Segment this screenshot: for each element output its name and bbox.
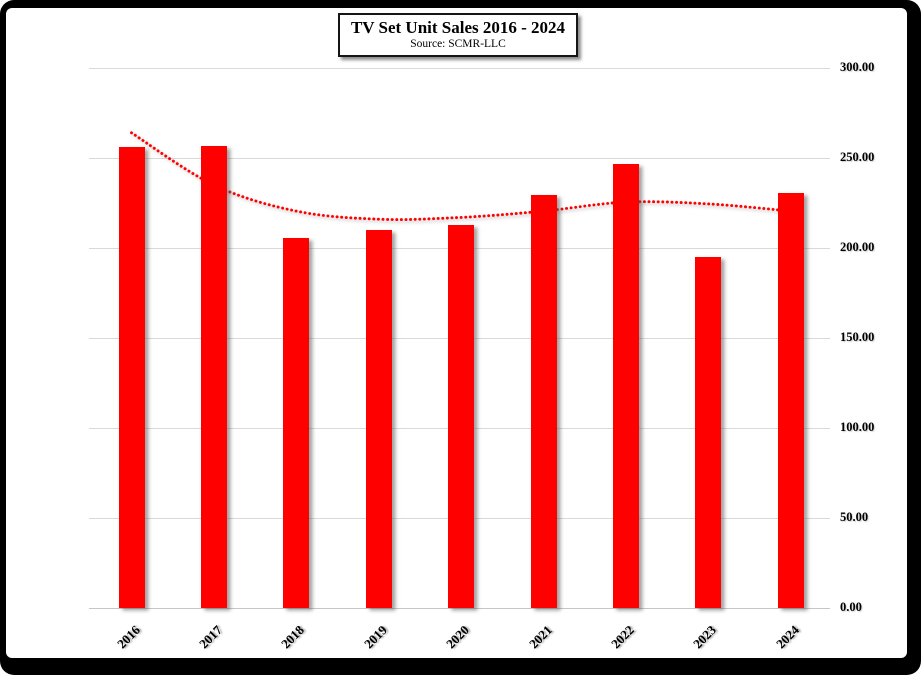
- x-axis-label-2018: 2018: [278, 622, 308, 652]
- x-axis-label-2017: 2017: [195, 622, 225, 652]
- x-axis-label-2020: 2020: [443, 622, 473, 652]
- y-axis-tick-label: 200.00: [840, 240, 875, 254]
- y-axis-tick-label: 150.00: [840, 330, 875, 344]
- gridline-0.00: [89, 608, 830, 609]
- y-axis-tick-label: 0.00: [840, 600, 862, 614]
- y-axis-tick-label: 50.00: [840, 510, 869, 524]
- bar-2022[interactable]: [612, 164, 639, 608]
- x-axis-label-2019: 2019: [360, 622, 390, 652]
- bar-2024[interactable]: [777, 193, 804, 608]
- bar-2019[interactable]: [365, 230, 392, 608]
- x-axis-label-2016: 2016: [113, 622, 143, 652]
- chart-subtitle: Source: SCMR-LLC: [410, 38, 506, 50]
- trendline[interactable]: [130, 131, 793, 222]
- gridline-300.00: [89, 68, 830, 69]
- bar-2016[interactable]: [118, 147, 145, 608]
- x-axis-label-2024: 2024: [772, 622, 802, 652]
- bar-2023[interactable]: [695, 257, 722, 608]
- y-axis-tick-label: 100.00: [840, 420, 875, 434]
- y-axis-tick-label: 250.00: [840, 150, 875, 164]
- bar-2017[interactable]: [200, 146, 227, 608]
- bar-2018[interactable]: [283, 238, 310, 608]
- x-axis-label-2023: 2023: [690, 622, 720, 652]
- chart-title: TV Set Unit Sales 2016 - 2024: [350, 18, 566, 37]
- x-axis-label-2022: 2022: [607, 622, 637, 652]
- chart-title-box: TV Set Unit Sales 2016 - 2024 Source: SC…: [338, 13, 578, 57]
- bar-2020[interactable]: [448, 224, 475, 608]
- bar-2021[interactable]: [530, 194, 557, 608]
- y-axis-tick-label: 300.00: [840, 60, 875, 74]
- x-axis-label-2021: 2021: [525, 622, 555, 652]
